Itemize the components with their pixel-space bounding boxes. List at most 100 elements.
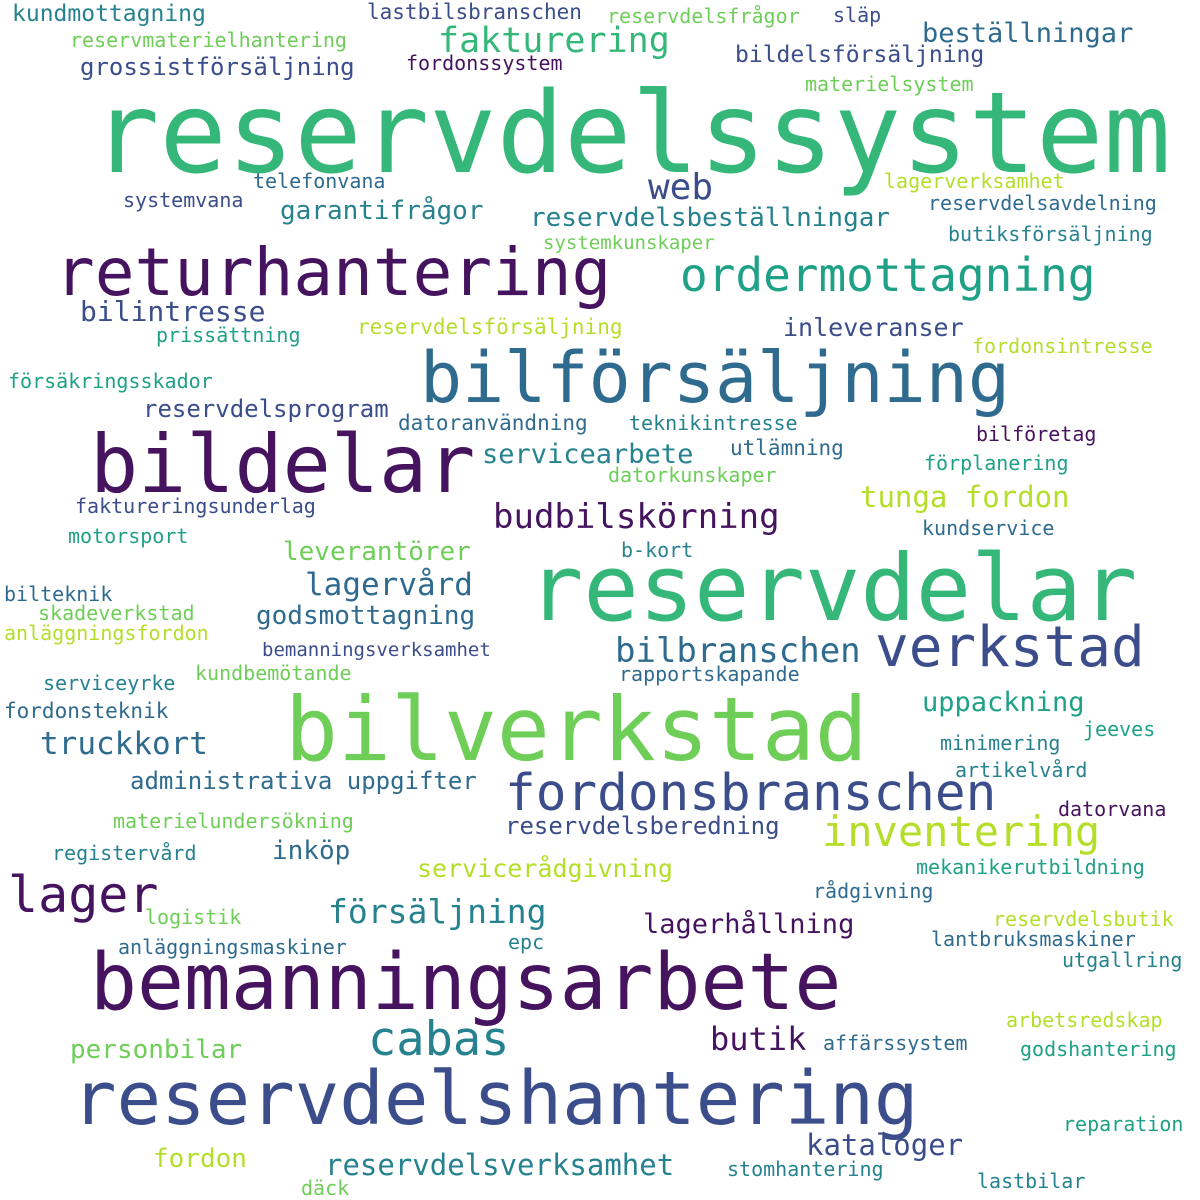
word-bilforsaljning: bilförsäljning bbox=[420, 337, 1011, 419]
word-inleveranser: inleveranser bbox=[783, 313, 964, 342]
word-b-kort: b-kort bbox=[621, 538, 694, 562]
word-slap: släp bbox=[833, 3, 882, 27]
word-systemkunskaper: systemkunskaper bbox=[543, 232, 715, 254]
word-butik: butik bbox=[710, 1020, 807, 1058]
word-reservdelssystem: reservdelssystem bbox=[92, 69, 1171, 199]
word-registervard: registervård bbox=[52, 841, 197, 865]
word-bilverkstad: bilverkstad bbox=[285, 678, 868, 781]
word-reservdelsprogram: reservdelsprogram bbox=[143, 395, 389, 423]
word-kundmottagning: kundmottagning bbox=[12, 1, 206, 27]
word-teknikintresse: teknikintresse bbox=[629, 411, 798, 435]
word-reservdelsberedning: reservdelsberedning bbox=[505, 812, 780, 840]
word-reservdelsbutik: reservdelsbutik bbox=[993, 907, 1174, 931]
word-personbilar: personbilar bbox=[70, 1035, 243, 1065]
word-faktureringsunderlag: faktureringsunderlag bbox=[75, 494, 316, 518]
word-bestallningar: beställningar bbox=[922, 18, 1134, 49]
word-grossistforsaljning: grossistförsäljning bbox=[80, 53, 355, 81]
word-forplanering: förplanering bbox=[924, 451, 1069, 475]
word-utlamning: utlämning bbox=[730, 436, 844, 460]
word-bildelsforsaljning: bildelsförsäljning bbox=[735, 42, 985, 68]
word-forsaljning: försäljning bbox=[328, 892, 547, 931]
word-bilbranschen: bilbranschen bbox=[615, 631, 861, 671]
word-artikelvard: artikelvård bbox=[955, 758, 1088, 782]
word-reservdelsbestallningar: reservdelsbeställningar bbox=[530, 203, 891, 233]
word-fordonsteknik: fordonsteknik bbox=[4, 699, 169, 723]
word-fordonsintresse: fordonsintresse bbox=[972, 334, 1153, 358]
word-affarssystem: affärssystem bbox=[823, 1031, 968, 1055]
word-datorkunskaper: datorkunskaper bbox=[608, 463, 777, 487]
word-reservdelar: reservdelar bbox=[528, 535, 1138, 642]
word-reparation: reparation bbox=[1063, 1112, 1184, 1136]
word-serviceyrke: serviceyrke bbox=[43, 671, 176, 695]
word-bildelar: bildelar bbox=[90, 418, 476, 511]
word-budbilskorning: budbilskörning bbox=[493, 497, 780, 537]
word-verkstad: verkstad bbox=[875, 615, 1145, 680]
word-reservdelshantering: reservdelshantering bbox=[72, 1056, 919, 1142]
word-arbetsredskap: arbetsredskap bbox=[1006, 1008, 1163, 1032]
word-lantbruksmaskiner: lantbruksmaskiner bbox=[931, 927, 1136, 951]
word-godsmottagning: godsmottagning bbox=[256, 601, 476, 631]
word-logistik: logistik bbox=[145, 905, 242, 929]
word-kundbemotande: kundbemötande bbox=[195, 661, 352, 685]
word-servicearbete: servicearbete bbox=[482, 439, 694, 470]
word-truckkort: truckkort bbox=[40, 726, 208, 762]
word-forsakringsskador: försäkringsskador bbox=[8, 369, 213, 393]
word-bemanningsverksamhet: bemanningsverksamhet bbox=[262, 639, 491, 661]
word-datorvana: datorvana bbox=[1058, 797, 1167, 821]
word-returhantering: returhantering bbox=[55, 234, 612, 311]
word-lager: lager bbox=[8, 866, 159, 924]
word-butiksforsaljning: butiksförsäljning bbox=[948, 222, 1153, 246]
word-kataloger: kataloger bbox=[806, 1128, 964, 1162]
word-cabas: cabas bbox=[368, 1012, 510, 1067]
word-ordermottagning: ordermottagning bbox=[680, 248, 1096, 302]
word-mekanikerutbildning: mekanikerutbildning bbox=[916, 855, 1145, 879]
word-serviceradgivning: servicerådgivning bbox=[417, 854, 673, 883]
word-utgallring: utgallring bbox=[1062, 948, 1183, 972]
word-reservmaterielhantering: reservmaterielhantering bbox=[70, 28, 347, 52]
word-godshantering: godshantering bbox=[1020, 1037, 1177, 1061]
word-jeeves: jeeves bbox=[1083, 717, 1156, 741]
word-minimering: minimering bbox=[940, 731, 1061, 755]
word-fordonssystem: fordonssystem bbox=[406, 51, 563, 75]
word-fordon: fordon bbox=[153, 1144, 247, 1174]
word-lastbilsbranschen: lastbilsbranschen bbox=[367, 0, 582, 24]
word-rapportskapande: rapportskapande bbox=[619, 662, 800, 686]
word-garantifragor: garantifrågor bbox=[280, 196, 484, 226]
word-anlaggningsmaskiner: anläggningsmaskiner bbox=[118, 935, 347, 959]
word-radgivning: rådgivning bbox=[813, 879, 934, 903]
word-dack: däck bbox=[301, 1176, 350, 1200]
word-lagerhallning: lagerhållning bbox=[643, 909, 855, 940]
word-reservdelsfragor: reservdelsfrågor bbox=[607, 4, 800, 28]
word-kundservice: kundservice bbox=[922, 516, 1055, 540]
word-datoranvandning: datoranvändning bbox=[398, 411, 588, 435]
word-lagerverksamhet: lagerverksamhet bbox=[884, 169, 1065, 193]
word-anlaggningsfordon: anläggningsfordon bbox=[4, 621, 209, 645]
word-web: web bbox=[648, 167, 714, 208]
word-fakturering: fakturering bbox=[438, 21, 670, 61]
word-inventering: inventering bbox=[822, 807, 1101, 856]
word-materielundersokning: materielundersökning bbox=[113, 809, 354, 833]
word-leverantorer: leverantörer bbox=[283, 537, 471, 567]
word-systemvana: systemvana bbox=[123, 188, 244, 212]
word-bilforetag: bilföretag bbox=[976, 422, 1097, 446]
word-materielsystem: materielsystem bbox=[805, 72, 974, 96]
word-epc: epc bbox=[508, 930, 545, 954]
word-reservdelsverksamhet: reservdelsverksamhet bbox=[325, 1148, 675, 1182]
word-bemanningsarbete: bemanningsarbete bbox=[90, 938, 842, 1028]
word-motorsport: motorsport bbox=[68, 524, 189, 548]
word-telefonvana: telefonvana bbox=[253, 169, 386, 193]
word-skadeverkstad: skadeverkstad bbox=[38, 601, 195, 625]
word-reservdelsforsaljning: reservdelsförsäljning bbox=[357, 315, 623, 339]
word-lastbilar: lastbilar bbox=[977, 1169, 1086, 1193]
word-tunga-fordon: tunga fordon bbox=[860, 480, 1070, 514]
word-lagervard: lagervård bbox=[305, 567, 473, 603]
word-reservdelsavdelning: reservdelsavdelning bbox=[928, 191, 1157, 215]
word-administrativa-uppgifter: administrativa uppgifter bbox=[130, 767, 477, 795]
word-bilteknik: bilteknik bbox=[4, 582, 113, 606]
word-prissattning: prissättning bbox=[156, 323, 301, 347]
word-inkop: inköp bbox=[272, 836, 351, 866]
word-stomhantering: stomhantering bbox=[727, 1157, 884, 1181]
word-uppackning: uppackning bbox=[922, 687, 1085, 718]
word-fordonsbranschen: fordonsbranschen bbox=[505, 764, 997, 823]
